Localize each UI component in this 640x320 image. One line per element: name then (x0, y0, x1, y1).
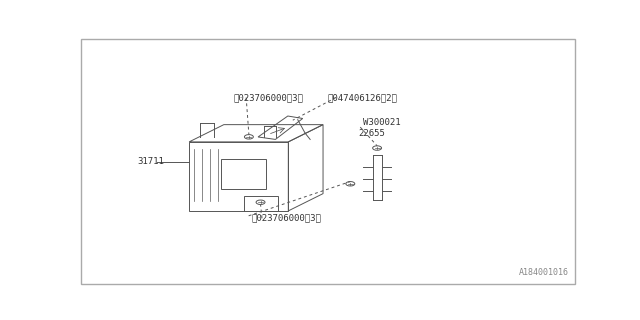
Text: 31711: 31711 (137, 157, 164, 166)
Text: ⓝ023706000（3）: ⓝ023706000（3） (234, 93, 303, 102)
Text: Ⓢ047406126（2）: Ⓢ047406126（2） (328, 93, 398, 102)
Text: A184001016: A184001016 (518, 268, 568, 277)
Text: 22655: 22655 (359, 129, 386, 138)
Text: W300021: W300021 (363, 118, 401, 127)
Text: ⓝ023706000（3）: ⓝ023706000（3） (251, 214, 321, 223)
